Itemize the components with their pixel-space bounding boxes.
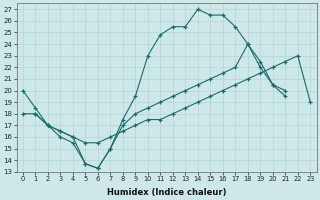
X-axis label: Humidex (Indice chaleur): Humidex (Indice chaleur): [107, 188, 226, 197]
